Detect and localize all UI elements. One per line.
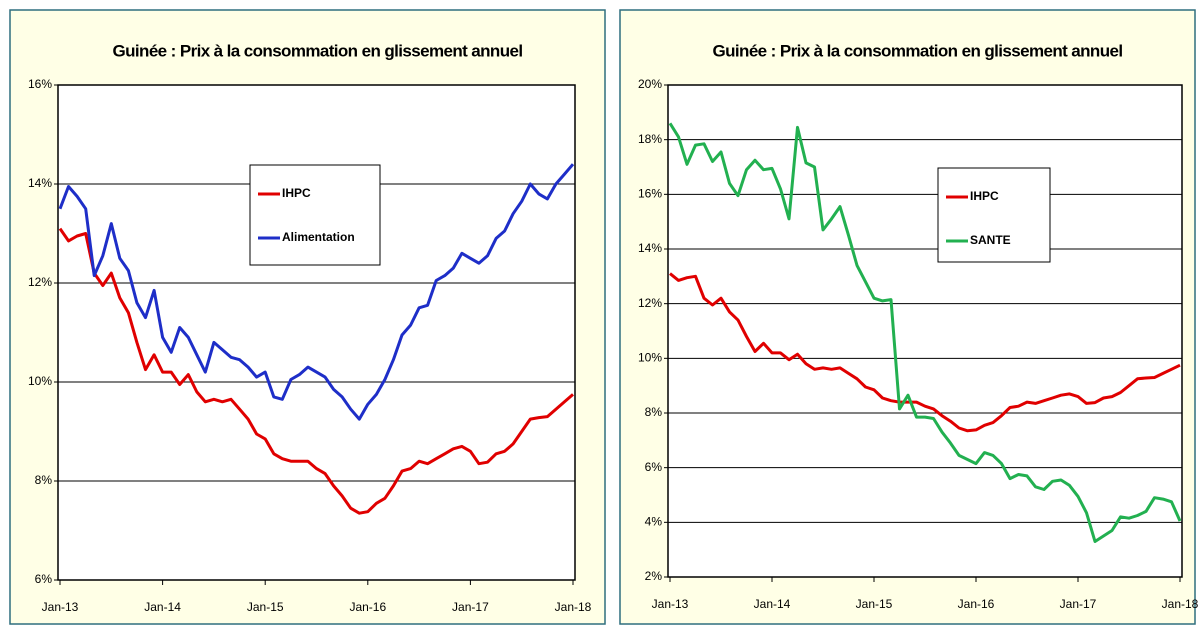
y-tick-label: 8% bbox=[645, 405, 663, 419]
x-tick-label: Jan-14 bbox=[754, 597, 791, 611]
x-tick-label: Jan-16 bbox=[958, 597, 995, 611]
series-line bbox=[668, 122, 1182, 543]
x-tick-label: Jan-17 bbox=[1060, 597, 1097, 611]
x-tick-label: Jan-13 bbox=[652, 597, 689, 611]
y-tick-label: 12% bbox=[28, 275, 52, 289]
series-line bbox=[58, 163, 575, 421]
legend-label: SANTE bbox=[970, 233, 1011, 247]
x-tick-label: Jan-18 bbox=[555, 600, 592, 614]
plot-area bbox=[668, 85, 1182, 577]
y-tick-label: 6% bbox=[35, 572, 53, 586]
y-tick-label: 20% bbox=[638, 77, 662, 91]
y-tick-label: 16% bbox=[28, 77, 52, 91]
y-tick-label: 16% bbox=[638, 187, 662, 201]
y-tick-label: 12% bbox=[638, 296, 662, 310]
legend-label: IHPC bbox=[282, 186, 311, 200]
x-tick-label: Jan-16 bbox=[349, 600, 386, 614]
y-tick-label: 8% bbox=[35, 473, 53, 487]
legend-box bbox=[249, 164, 381, 266]
chart-title: Guinée : Prix à la consommation en gliss… bbox=[713, 41, 1123, 60]
y-tick-label: 4% bbox=[645, 515, 663, 529]
x-tick-label: Jan-15 bbox=[247, 600, 284, 614]
y-tick-label: 18% bbox=[638, 132, 662, 146]
y-tick-label: 10% bbox=[638, 351, 662, 365]
legend-label: IHPC bbox=[970, 189, 999, 203]
legend-label: Alimentation bbox=[282, 230, 355, 244]
y-tick-label: 6% bbox=[645, 460, 663, 474]
x-tick-label: Jan-17 bbox=[452, 600, 489, 614]
plot-frame bbox=[667, 84, 1183, 578]
plot-frame bbox=[57, 84, 576, 581]
series-line bbox=[669, 272, 1181, 433]
x-tick-label: Jan-13 bbox=[42, 600, 79, 614]
y-tick-label: 2% bbox=[645, 569, 663, 583]
y-tick-label: 14% bbox=[638, 241, 662, 255]
x-tick-label: Jan-14 bbox=[144, 600, 181, 614]
chart-title: Guinée : Prix à la consommation en gliss… bbox=[113, 41, 523, 60]
y-tick-label: 14% bbox=[28, 176, 52, 190]
series-line bbox=[58, 227, 574, 515]
legend-box bbox=[937, 167, 1051, 263]
y-tick-label: 10% bbox=[28, 374, 52, 388]
x-tick-label: Jan-18 bbox=[1162, 597, 1199, 611]
x-tick-label: Jan-15 bbox=[856, 597, 893, 611]
